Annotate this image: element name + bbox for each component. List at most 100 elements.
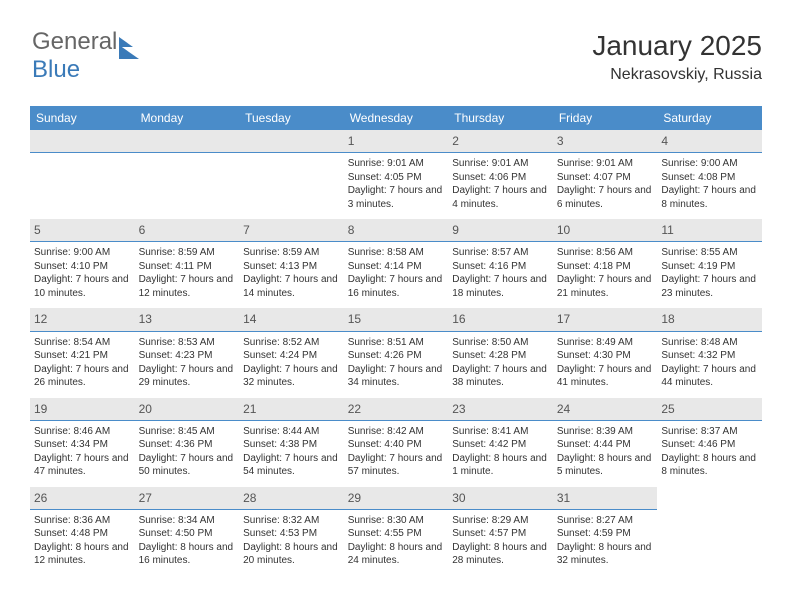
day-number: 29 xyxy=(344,487,449,510)
weekday-header: Tuesday xyxy=(239,106,344,130)
sunset-text: Sunset: 4:57 PM xyxy=(452,528,526,539)
weekday-header: Wednesday xyxy=(344,106,449,130)
sunrise-text: Sunrise: 8:44 AM xyxy=(243,426,319,437)
sunset-text: Sunset: 4:19 PM xyxy=(661,261,735,272)
sunrise-text: Sunrise: 9:00 AM xyxy=(34,247,110,258)
day-details: Sunrise: 8:52 AMSunset: 4:24 PMDaylight:… xyxy=(243,336,340,390)
day-details: Sunrise: 8:32 AMSunset: 4:53 PMDaylight:… xyxy=(243,514,340,568)
calendar-day-cell: 6Sunrise: 8:59 AMSunset: 4:11 PMDaylight… xyxy=(135,219,240,308)
day-number: 15 xyxy=(344,308,449,331)
daylight-text: Daylight: 7 hours and 38 minutes. xyxy=(452,364,547,389)
page-subtitle: Nekrasovskiy, Russia xyxy=(30,66,762,84)
sunrise-text: Sunrise: 8:32 AM xyxy=(243,515,319,526)
sunrise-text: Sunrise: 8:57 AM xyxy=(452,247,528,258)
day-number: 24 xyxy=(553,398,658,421)
day-number: 8 xyxy=(344,219,449,242)
daylight-text: Daylight: 7 hours and 57 minutes. xyxy=(348,453,443,478)
sunrise-text: Sunrise: 8:50 AM xyxy=(452,337,528,348)
daylight-text: Daylight: 7 hours and 10 minutes. xyxy=(34,274,129,299)
calendar-week-row: 19Sunrise: 8:46 AMSunset: 4:34 PMDayligh… xyxy=(30,398,762,487)
day-number: 23 xyxy=(448,398,553,421)
day-details: Sunrise: 8:42 AMSunset: 4:40 PMDaylight:… xyxy=(348,425,445,479)
sunrise-text: Sunrise: 8:51 AM xyxy=(348,337,424,348)
sunset-text: Sunset: 4:32 PM xyxy=(661,350,735,361)
calendar-day-cell: 9Sunrise: 8:57 AMSunset: 4:16 PMDaylight… xyxy=(448,219,553,308)
weekday-header: Sunday xyxy=(30,106,135,130)
day-number: 2 xyxy=(448,130,553,153)
calendar-day-cell: 30Sunrise: 8:29 AMSunset: 4:57 PMDayligh… xyxy=(448,487,553,576)
daylight-text: Daylight: 8 hours and 20 minutes. xyxy=(243,542,338,567)
day-details: Sunrise: 9:01 AMSunset: 4:06 PMDaylight:… xyxy=(452,157,549,211)
calendar-day-cell xyxy=(30,130,135,219)
sunrise-text: Sunrise: 8:41 AM xyxy=(452,426,528,437)
day-number: 25 xyxy=(657,398,762,421)
daylight-text: Daylight: 7 hours and 47 minutes. xyxy=(34,453,129,478)
day-details: Sunrise: 8:27 AMSunset: 4:59 PMDaylight:… xyxy=(557,514,654,568)
sunrise-text: Sunrise: 8:53 AM xyxy=(139,337,215,348)
sunset-text: Sunset: 4:14 PM xyxy=(348,261,422,272)
day-number: 20 xyxy=(135,398,240,421)
day-number: 14 xyxy=(239,308,344,331)
calendar-week-row: 26Sunrise: 8:36 AMSunset: 4:48 PMDayligh… xyxy=(30,487,762,576)
daylight-text: Daylight: 7 hours and 32 minutes. xyxy=(243,364,338,389)
sunset-text: Sunset: 4:50 PM xyxy=(139,528,213,539)
sunrise-text: Sunrise: 9:01 AM xyxy=(452,158,528,169)
day-details: Sunrise: 8:30 AMSunset: 4:55 PMDaylight:… xyxy=(348,514,445,568)
sunrise-text: Sunrise: 8:55 AM xyxy=(661,247,737,258)
sunset-text: Sunset: 4:23 PM xyxy=(139,350,213,361)
logo: General Blue xyxy=(32,28,133,84)
day-details: Sunrise: 8:37 AMSunset: 4:46 PMDaylight:… xyxy=(661,425,758,479)
calendar-day-cell: 22Sunrise: 8:42 AMSunset: 4:40 PMDayligh… xyxy=(344,398,449,487)
calendar-day-cell: 7Sunrise: 8:59 AMSunset: 4:13 PMDaylight… xyxy=(239,219,344,308)
daylight-text: Daylight: 8 hours and 1 minute. xyxy=(452,453,547,478)
daylight-text: Daylight: 7 hours and 21 minutes. xyxy=(557,274,652,299)
calendar-day-cell: 28Sunrise: 8:32 AMSunset: 4:53 PMDayligh… xyxy=(239,487,344,576)
day-details: Sunrise: 9:01 AMSunset: 4:05 PMDaylight:… xyxy=(348,157,445,211)
calendar-day-cell: 13Sunrise: 8:53 AMSunset: 4:23 PMDayligh… xyxy=(135,308,240,397)
calendar-day-cell: 26Sunrise: 8:36 AMSunset: 4:48 PMDayligh… xyxy=(30,487,135,576)
daylight-text: Daylight: 8 hours and 32 minutes. xyxy=(557,542,652,567)
daylight-text: Daylight: 7 hours and 54 minutes. xyxy=(243,453,338,478)
sunrise-text: Sunrise: 8:59 AM xyxy=(139,247,215,258)
day-number: 30 xyxy=(448,487,553,510)
day-details: Sunrise: 8:55 AMSunset: 4:19 PMDaylight:… xyxy=(661,246,758,300)
sunset-text: Sunset: 4:55 PM xyxy=(348,528,422,539)
sunrise-text: Sunrise: 8:46 AM xyxy=(34,426,110,437)
day-details: Sunrise: 8:57 AMSunset: 4:16 PMDaylight:… xyxy=(452,246,549,300)
calendar-day-cell: 31Sunrise: 8:27 AMSunset: 4:59 PMDayligh… xyxy=(553,487,658,576)
day-details: Sunrise: 8:53 AMSunset: 4:23 PMDaylight:… xyxy=(139,336,236,390)
sunset-text: Sunset: 4:48 PM xyxy=(34,528,108,539)
sunset-text: Sunset: 4:08 PM xyxy=(661,172,735,183)
logo-text-1: General xyxy=(32,28,117,55)
calendar-week-row: 1Sunrise: 9:01 AMSunset: 4:05 PMDaylight… xyxy=(30,130,762,219)
calendar-day-cell xyxy=(135,130,240,219)
calendar-day-cell: 2 Sunrise: 9:01 AMSunset: 4:06 PMDaylight… xyxy=(448,130,553,219)
sunset-text: Sunset: 4:16 PM xyxy=(452,261,526,272)
sunrise-text: Sunrise: 8:45 AM xyxy=(139,426,215,437)
calendar-week-row: 5Sunrise: 9:00 AMSunset: 4:10 PMDaylight… xyxy=(30,219,762,308)
calendar-day-cell xyxy=(239,130,344,219)
sunset-text: Sunset: 4:34 PM xyxy=(34,439,108,450)
sunrise-text: Sunrise: 8:36 AM xyxy=(34,515,110,526)
calendar-day-cell: 18Sunrise: 8:48 AMSunset: 4:32 PMDayligh… xyxy=(657,308,762,397)
sunrise-text: Sunrise: 8:58 AM xyxy=(348,247,424,258)
day-details: Sunrise: 8:39 AMSunset: 4:44 PMDaylight:… xyxy=(557,425,654,479)
daylight-text: Daylight: 7 hours and 4 minutes. xyxy=(452,185,547,210)
sunrise-text: Sunrise: 9:01 AM xyxy=(348,158,424,169)
sunrise-text: Sunrise: 8:42 AM xyxy=(348,426,424,437)
calendar-day-cell: 25 Sunrise: 8:37 AMSunset: 4:46 PMDayligh… xyxy=(657,398,762,487)
daylight-text: Daylight: 7 hours and 14 minutes. xyxy=(243,274,338,299)
empty-day-header xyxy=(135,130,240,153)
logo-shape-icon xyxy=(119,37,133,47)
calendar-day-cell: 15Sunrise: 8:51 AMSunset: 4:26 PMDayligh… xyxy=(344,308,449,397)
day-details: Sunrise: 8:49 AMSunset: 4:30 PMDaylight:… xyxy=(557,336,654,390)
calendar-day-cell: 5Sunrise: 9:00 AMSunset: 4:10 PMDaylight… xyxy=(30,219,135,308)
calendar-day-cell: 14 Sunrise: 8:52 AMSunset: 4:24 PMDayligh… xyxy=(239,308,344,397)
sunrise-text: Sunrise: 9:01 AM xyxy=(557,158,633,169)
page-header: January 2025 Nekrasovskiy, Russia xyxy=(30,30,762,84)
sunrise-text: Sunrise: 8:56 AM xyxy=(557,247,633,258)
day-number: 18 xyxy=(657,308,762,331)
day-number: 27 xyxy=(135,487,240,510)
sunrise-text: Sunrise: 8:59 AM xyxy=(243,247,319,258)
sunrise-text: Sunrise: 8:54 AM xyxy=(34,337,110,348)
